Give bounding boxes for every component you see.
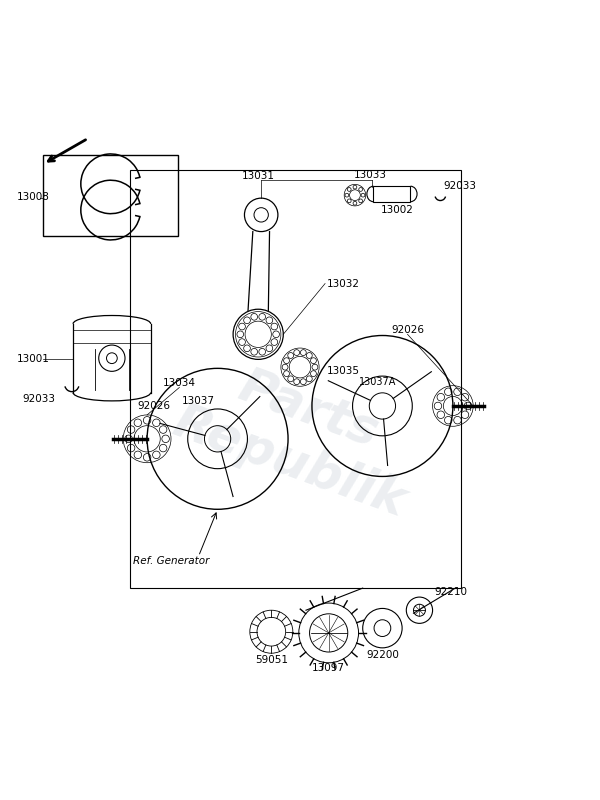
Text: 13037A: 13037A [359,377,396,387]
Bar [373,186,410,202]
Text: 13037: 13037 [182,396,215,406]
Text: 92026: 92026 [391,325,424,334]
Text: 13002: 13002 [381,205,414,215]
Text: 13008: 13008 [16,192,49,202]
Text: 13097: 13097 [312,662,345,673]
Text: Parts
Republik: Parts Republik [167,346,433,526]
Text: 59051: 59051 [255,654,288,665]
Text: 92033: 92033 [22,394,55,404]
Text: 13035: 13035 [327,366,360,376]
Text: 13001: 13001 [16,354,49,364]
Text: 92210: 92210 [434,587,467,598]
Bar [43,155,178,236]
Text: Ref. Generator: Ref. Generator [133,556,210,566]
Circle shape [107,353,117,363]
Text: 13031: 13031 [242,171,275,181]
Text: 92033: 92033 [443,181,476,191]
Text: 13032: 13032 [327,278,360,289]
Text: 13033: 13033 [353,170,386,181]
Text: 13034: 13034 [163,378,196,388]
Text: 92026: 92026 [137,401,170,411]
Bar [130,170,461,588]
Text: 92200: 92200 [366,650,399,660]
